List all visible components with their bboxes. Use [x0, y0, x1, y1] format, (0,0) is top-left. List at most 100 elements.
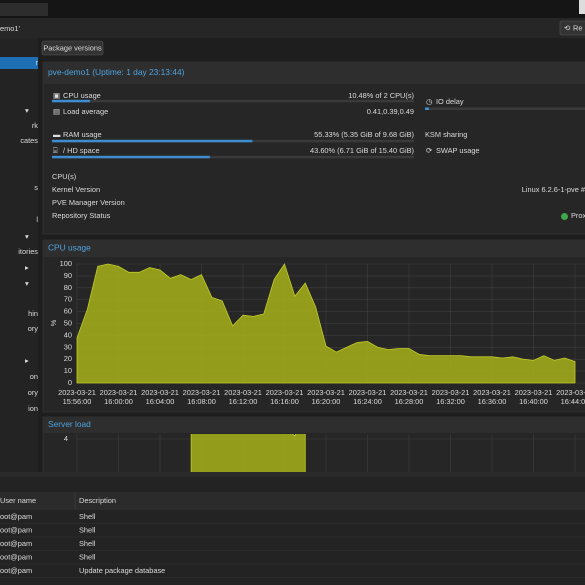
load-panel-title: Server load [48, 419, 91, 429]
task-description[interactable]: Shell [79, 525, 96, 534]
x-tick-time: 16:44:00 [561, 397, 585, 406]
task-user[interactable]: oot@pam [0, 552, 32, 561]
summary-header [43, 62, 585, 84]
y-tick-label: 60 [64, 307, 72, 316]
expand-arrow: ▸ [25, 356, 29, 365]
y-tick-label: 4 [64, 434, 68, 443]
cpu-icon: ▣ [53, 91, 60, 100]
sidebar-item[interactable]: l [36, 215, 38, 224]
hd-track [52, 155, 414, 159]
reload-label: Re [573, 23, 582, 32]
y-axis-label: % [49, 319, 58, 326]
x-tick-time: 16:00:00 [104, 397, 133, 406]
x-tick-time: 16:28:00 [395, 397, 424, 406]
swap-label: SWAP usage [436, 146, 480, 155]
io-label: IO delay [436, 97, 464, 106]
hd-value: 43.60% (6.71 GiB of 15.40 GiB) [310, 146, 414, 155]
task-user[interactable]: oot@pam [0, 539, 32, 548]
ram-icon: ▬ [53, 130, 61, 139]
cpu-label: CPU usage [63, 91, 101, 100]
sidebar-item[interactable]: rk [32, 121, 38, 130]
expand-arrow: ▸ [25, 263, 29, 272]
reload-button[interactable] [559, 20, 585, 36]
y-tick-label: 50 [64, 318, 72, 327]
task-description[interactable]: Update package database [79, 566, 165, 575]
cpu-bar [52, 99, 90, 103]
cpu-track [52, 99, 414, 103]
load-value: 0.41,0.39,0.49 [367, 107, 414, 116]
load-chart: 43.53 [64, 434, 585, 472]
x-tick-date: 2023-03-21 [307, 388, 345, 397]
corner-button[interactable] [579, 0, 585, 14]
info-rows: CPU(s) Kernel Version Linux 6.2.6-1-pve # P… [52, 172, 585, 220]
task-rows: User name Description oot@pam Shell oot@pam S… [0, 496, 585, 578]
task-description[interactable]: Shell [79, 552, 96, 561]
sidebar-item[interactable]: itories [18, 247, 38, 256]
reload-icon: ⟲ [564, 23, 570, 32]
ksm-label: KSM sharing [425, 130, 467, 139]
x-tick-time: 16:08:00 [187, 397, 216, 406]
x-tick-time: 16:20:00 [312, 397, 341, 406]
column-header: User name [0, 496, 36, 505]
x-tick-time: 16:36:00 [478, 397, 507, 406]
info-label: PVE Manager Version [52, 198, 125, 207]
sidebar-item[interactable]: ory [28, 388, 39, 397]
sidebar-item[interactable]: s [34, 183, 38, 192]
y-tick-label: 0 [68, 378, 72, 387]
task-description[interactable]: Shell [79, 512, 96, 521]
sidebar-item[interactable]: cates [20, 136, 38, 145]
node-title: emo1' [0, 24, 20, 33]
ram-value: 55.33% (5.35 GiB of 9.68 GiB) [314, 130, 414, 139]
x-tick-date: 2023-03-21 [349, 388, 387, 397]
x-tick-date: 2023-03-21 [183, 388, 221, 397]
load-panel-header [43, 417, 585, 433]
x-tick-time: 16:12:00 [229, 397, 258, 406]
load-label: Load average [63, 107, 108, 116]
title-bar [0, 18, 585, 38]
task-user[interactable]: oot@pam [0, 525, 32, 534]
ram-label: RAM usage [63, 130, 102, 139]
x-tick-date: 2023-03-21 [266, 388, 304, 397]
x-tick-date: 2023-03-21 [100, 388, 138, 397]
sidebar-selected [0, 57, 38, 69]
sidebar-item[interactable]: hin [28, 309, 38, 318]
cpu-chart: 01020304050607080901002023-03-2115:56:00… [58, 259, 585, 406]
info-label: Repository Status [52, 211, 111, 220]
task-user[interactable]: oot@pam [0, 566, 32, 575]
x-tick-date: 2023-03-21 [224, 388, 262, 397]
summary-title: pve-demo1 (Uptime: 1 day 23:13:44) [48, 67, 185, 77]
sidebar-items: r rk cates s l itories hin ory on ory ion [18, 58, 38, 413]
expand-arrow: ▾ [25, 106, 29, 115]
x-tick-time: 16:40:00 [519, 397, 548, 406]
load-icon: ▤ [53, 107, 60, 116]
package-versions-button[interactable] [41, 40, 104, 56]
repo-ok-icon [561, 213, 568, 220]
package-versions-label: Package versions [43, 43, 102, 52]
sidebar-item[interactable]: r [36, 58, 39, 67]
y-tick-label: 20 [64, 354, 72, 363]
x-tick-date: 2023-03-21 [390, 388, 428, 397]
sidebar-item[interactable]: ion [28, 404, 38, 413]
task-user[interactable]: oot@pam [0, 512, 32, 521]
splitter[interactable] [0, 472, 585, 477]
hd-icon: ⌸ [53, 146, 58, 155]
y-tick-label: 30 [64, 342, 72, 351]
x-tick-date: 2023-03-21 [141, 388, 179, 397]
search-tab[interactable] [0, 3, 48, 16]
task-description[interactable]: Shell [79, 539, 96, 548]
task-log-header [0, 492, 585, 510]
hd-label: / HD space [63, 146, 100, 155]
sidebar-item[interactable]: on [30, 372, 38, 381]
x-tick-time: 15:56:00 [63, 397, 92, 406]
swap-icon: ⟳ [426, 146, 432, 155]
y-tick-label: 10 [64, 366, 72, 375]
x-tick-date: 2023-03-21 [556, 388, 585, 397]
ram-bar [52, 139, 253, 143]
info-value: Linux 6.2.6-1-pve # [522, 185, 585, 194]
expand-arrow: ▾ [25, 279, 29, 288]
sidebar-item[interactable]: ory [28, 324, 39, 333]
y-tick-label: 100 [60, 259, 72, 268]
info-label: CPU(s) [52, 172, 76, 181]
y-tick-label: 80 [64, 283, 72, 292]
